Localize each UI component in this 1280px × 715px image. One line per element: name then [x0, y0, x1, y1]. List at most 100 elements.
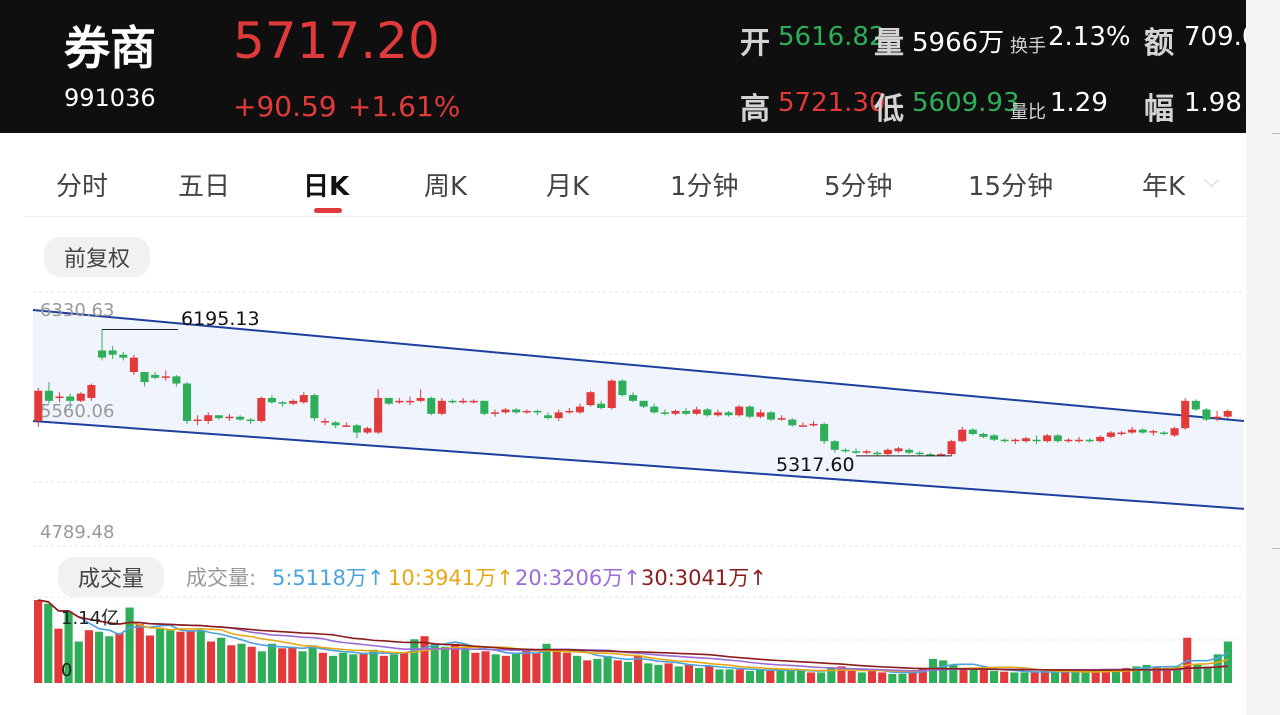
kline-chart: [32, 291, 1245, 683]
candle-body: [193, 419, 202, 422]
tab-5min[interactable]: 5分钟: [824, 172, 893, 202]
candle-body: [851, 451, 861, 453]
volume-ma-line-10: [37, 599, 1229, 673]
candle-body: [1074, 439, 1084, 442]
volume-bar: [898, 673, 907, 683]
volume-ma-line-5: [37, 599, 1229, 674]
candle-body: [692, 409, 701, 414]
candle-body: [501, 409, 510, 413]
candle-body: [416, 397, 425, 401]
volume-bar: [237, 643, 246, 683]
candle-body: [172, 376, 181, 384]
volume-bar: [1030, 672, 1039, 683]
candle-body: [788, 419, 797, 426]
candle-body: [554, 412, 563, 419]
channel-fill: [33, 310, 1244, 509]
candle-body: [55, 396, 64, 399]
channel-lower-line: [32, 420, 1245, 510]
candle-body: [459, 400, 468, 403]
tab-daily-k[interactable]: 日K: [303, 172, 350, 202]
candle-body: [597, 403, 606, 409]
candle-body: [448, 400, 457, 403]
candle-body: [894, 448, 903, 452]
candle-body: [1117, 432, 1126, 435]
volume-ma20-value: 20:3206万↑: [515, 566, 641, 590]
volume-bar: [969, 667, 978, 683]
candle-body: [427, 397, 436, 414]
volume-bar: [318, 652, 327, 683]
volume-bar: [410, 639, 419, 683]
candle-body: [151, 374, 160, 378]
tab-five-day[interactable]: 五日: [178, 172, 231, 202]
volume-bar: [450, 643, 460, 683]
volume-axis-top-label: 1.14亿: [61, 608, 120, 629]
candle-body: [108, 350, 117, 355]
candle-body: [798, 425, 807, 427]
volume-bar: [349, 654, 358, 683]
volume-bar: [217, 637, 226, 683]
tab-intraday[interactable]: 分时: [56, 172, 109, 202]
candle-body: [331, 422, 340, 426]
edge-tick: [1272, 548, 1280, 549]
quote-header: 券商 991036 5717.20 +90.59 +1.61% 开 5616.8…: [0, 0, 1246, 133]
candle-body: [44, 390, 53, 401]
volume-bar: [786, 669, 795, 683]
volume-bar: [166, 630, 175, 683]
volume-bar: [288, 646, 297, 683]
adjust-mode-button[interactable]: 前复权: [44, 237, 151, 277]
y-axis-bottom-label: 4789.48: [40, 522, 115, 543]
volume-bar: [430, 643, 439, 683]
candle-body: [480, 400, 489, 414]
tab-monthly-k[interactable]: 月K: [546, 172, 590, 202]
volume-bar: [583, 660, 592, 683]
volume-bar: [908, 670, 917, 683]
volume-ma-lines: [37, 599, 1229, 674]
tab-1min[interactable]: 1分钟: [670, 172, 739, 202]
edge-tick: [1272, 133, 1280, 134]
candle-body: [618, 380, 627, 396]
candle-body: [1085, 439, 1094, 442]
volume-bar: [1050, 671, 1060, 683]
candle-body: [1202, 409, 1211, 420]
volume-bar: [1091, 670, 1100, 683]
candle-body: [1223, 410, 1232, 417]
candle-body: [1011, 439, 1020, 442]
candle-body: [87, 384, 96, 398]
turnover-label: 换手: [1010, 36, 1046, 57]
candle-body: [873, 452, 882, 455]
candle-body: [703, 409, 712, 416]
candle-body: [862, 451, 871, 453]
volume-ma-line-20: [37, 599, 1229, 672]
volume-bar: [206, 641, 216, 683]
open-label: 开: [740, 26, 770, 61]
tab-15min[interactable]: 15分钟: [968, 172, 1054, 202]
candle-body: [682, 410, 691, 414]
volume-bar: [339, 652, 348, 683]
volume-bar: [247, 646, 256, 683]
candle-body: [374, 397, 383, 433]
index-name: 券商: [64, 21, 156, 75]
candle-body: [119, 354, 128, 358]
volume-bar: [44, 603, 53, 683]
chevron-down-icon[interactable]: ⌵: [1204, 168, 1220, 192]
high-label: 高: [740, 92, 770, 127]
volume-bar: [1162, 667, 1171, 683]
volume-bar: [491, 654, 500, 683]
volume-bar: [837, 666, 846, 683]
candle-body: [405, 400, 415, 403]
volume-indicator-button[interactable]: 成交量: [58, 557, 165, 597]
candle-body: [830, 441, 839, 450]
candle-body: [990, 435, 999, 440]
candle-body: [1064, 439, 1073, 442]
volume-bar: [359, 652, 368, 683]
candle-body: [968, 429, 977, 434]
tab-yearly-k[interactable]: 年K: [1142, 172, 1186, 202]
tab-weekly-k[interactable]: 周K: [424, 172, 468, 202]
candle-body: [1032, 439, 1041, 442]
volume-bar: [654, 664, 663, 683]
candle-body: [745, 406, 754, 417]
volume-bar: [328, 655, 338, 683]
volume-bar: [1132, 666, 1141, 683]
volume-bar: [1071, 672, 1080, 683]
candle-body: [575, 406, 584, 413]
